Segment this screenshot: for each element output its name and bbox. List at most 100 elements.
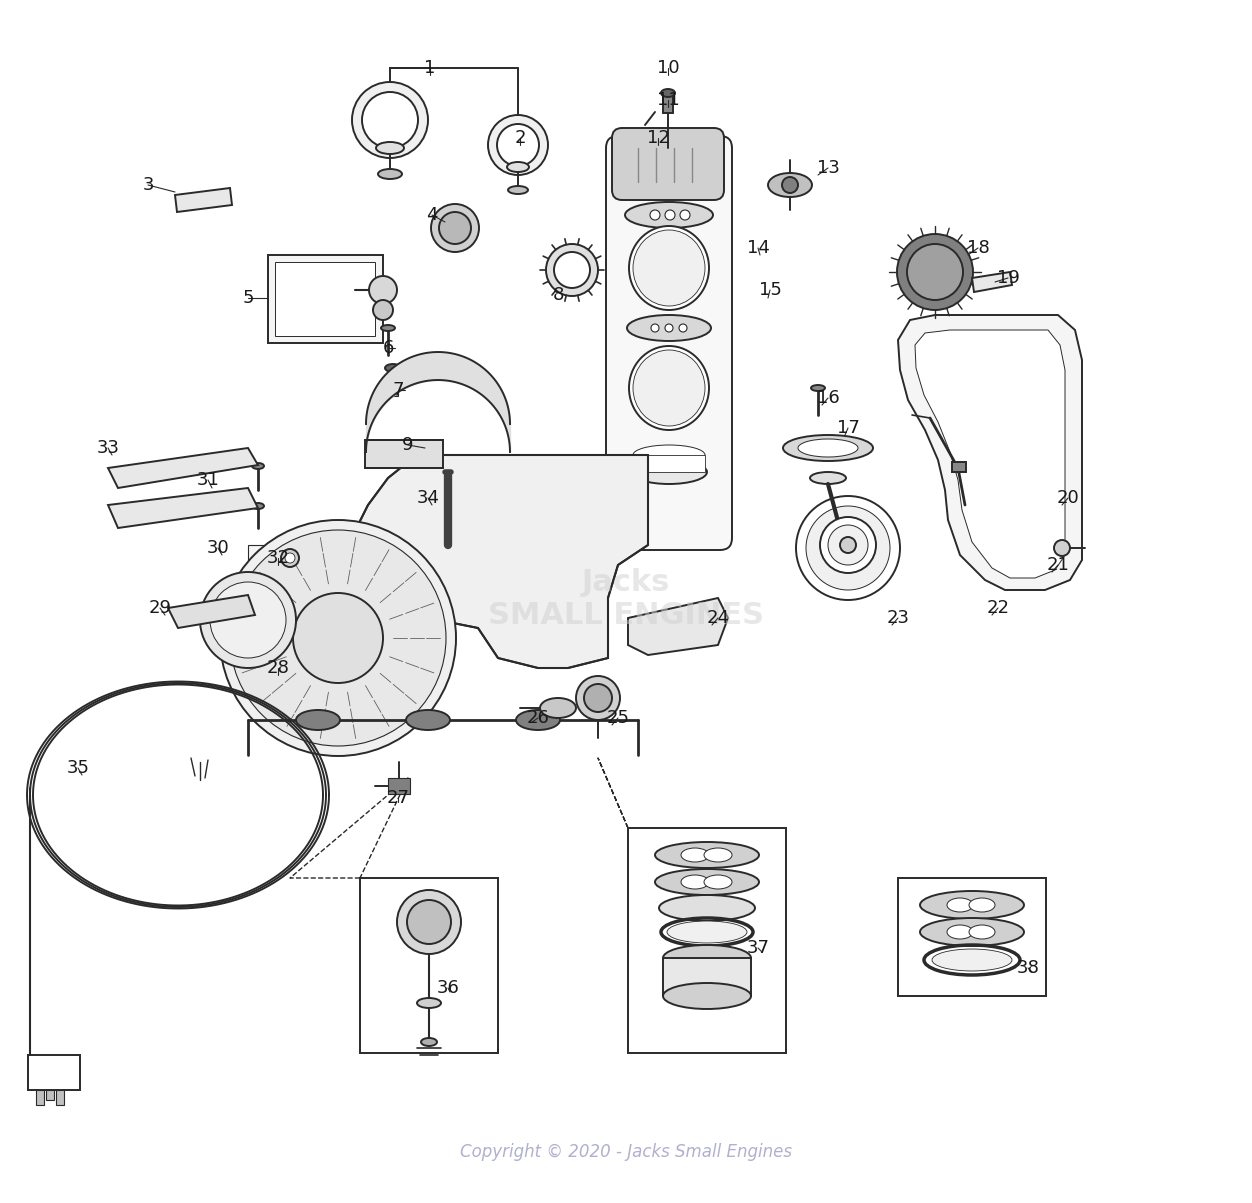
Bar xyxy=(248,545,396,713)
Text: 22: 22 xyxy=(987,599,1009,617)
Bar xyxy=(268,255,383,343)
Circle shape xyxy=(407,900,451,944)
Text: 11: 11 xyxy=(656,91,680,109)
Text: 4: 4 xyxy=(426,206,438,224)
Ellipse shape xyxy=(969,925,995,940)
Bar xyxy=(388,368,398,396)
Circle shape xyxy=(230,531,446,746)
Ellipse shape xyxy=(667,921,747,943)
Text: 9: 9 xyxy=(402,435,413,454)
Circle shape xyxy=(431,205,480,251)
Text: 13: 13 xyxy=(816,159,839,177)
Text: 14: 14 xyxy=(746,239,770,257)
Bar xyxy=(664,958,751,996)
Text: 29: 29 xyxy=(149,599,172,617)
Ellipse shape xyxy=(508,186,528,194)
Ellipse shape xyxy=(920,918,1024,946)
Bar xyxy=(664,95,674,113)
FancyBboxPatch shape xyxy=(612,128,724,200)
Bar xyxy=(56,1090,64,1106)
Ellipse shape xyxy=(634,230,705,306)
Bar xyxy=(388,778,409,794)
Circle shape xyxy=(546,244,598,296)
Circle shape xyxy=(806,506,890,589)
Polygon shape xyxy=(898,315,1082,589)
Ellipse shape xyxy=(631,460,707,484)
Circle shape xyxy=(362,91,418,148)
Circle shape xyxy=(828,525,868,565)
Text: 38: 38 xyxy=(1017,959,1039,977)
Ellipse shape xyxy=(295,710,341,730)
Ellipse shape xyxy=(417,998,441,1008)
Text: 18: 18 xyxy=(967,239,989,257)
Text: 10: 10 xyxy=(657,59,680,77)
Ellipse shape xyxy=(681,848,709,863)
Ellipse shape xyxy=(376,142,404,154)
Ellipse shape xyxy=(634,445,705,466)
Ellipse shape xyxy=(920,891,1024,919)
Circle shape xyxy=(439,212,471,244)
Polygon shape xyxy=(175,188,232,212)
Polygon shape xyxy=(168,595,255,628)
Ellipse shape xyxy=(947,897,973,912)
Ellipse shape xyxy=(252,503,264,509)
Circle shape xyxy=(650,211,660,220)
Ellipse shape xyxy=(655,842,759,869)
Text: 8: 8 xyxy=(552,286,563,304)
Circle shape xyxy=(906,244,963,300)
Ellipse shape xyxy=(811,385,825,391)
Bar xyxy=(361,878,498,1053)
Circle shape xyxy=(840,537,856,553)
Circle shape xyxy=(651,324,659,332)
Bar xyxy=(275,262,376,336)
Text: 16: 16 xyxy=(816,389,839,407)
Ellipse shape xyxy=(947,925,973,940)
Text: Copyright © 2020 - Jacks Small Engines: Copyright © 2020 - Jacks Small Engines xyxy=(459,1144,793,1161)
Text: 15: 15 xyxy=(759,282,781,300)
Bar xyxy=(649,235,664,257)
Ellipse shape xyxy=(810,472,846,484)
Ellipse shape xyxy=(627,315,711,340)
Circle shape xyxy=(352,82,428,158)
Text: 21: 21 xyxy=(1047,556,1069,574)
Ellipse shape xyxy=(782,435,873,461)
Circle shape xyxy=(782,177,798,192)
Bar xyxy=(36,1090,44,1106)
Text: 25: 25 xyxy=(606,709,630,727)
Text: 20: 20 xyxy=(1057,488,1079,506)
Circle shape xyxy=(553,251,590,288)
Ellipse shape xyxy=(704,848,732,863)
Text: 34: 34 xyxy=(417,488,439,506)
Circle shape xyxy=(665,211,675,220)
Ellipse shape xyxy=(406,710,449,730)
Bar xyxy=(952,462,967,472)
Text: 17: 17 xyxy=(836,419,859,437)
Ellipse shape xyxy=(664,946,751,971)
Bar xyxy=(46,1090,54,1100)
Circle shape xyxy=(220,520,456,755)
Text: 37: 37 xyxy=(746,940,770,958)
Circle shape xyxy=(680,211,690,220)
Text: 35: 35 xyxy=(66,759,89,777)
Circle shape xyxy=(896,235,973,310)
Text: 23: 23 xyxy=(886,609,909,627)
Ellipse shape xyxy=(516,710,560,730)
Text: 30: 30 xyxy=(207,539,229,557)
Ellipse shape xyxy=(629,226,709,310)
Text: Jacks
SMALL ENGINES: Jacks SMALL ENGINES xyxy=(488,568,764,630)
Ellipse shape xyxy=(421,1038,437,1045)
Ellipse shape xyxy=(664,983,751,1009)
Text: 12: 12 xyxy=(646,129,670,147)
Polygon shape xyxy=(108,448,258,488)
Circle shape xyxy=(397,890,461,954)
Text: 5: 5 xyxy=(242,289,254,307)
Circle shape xyxy=(280,549,299,567)
Text: 19: 19 xyxy=(997,269,1019,288)
Ellipse shape xyxy=(931,949,1012,971)
Text: 6: 6 xyxy=(382,339,393,357)
Ellipse shape xyxy=(381,325,394,331)
Circle shape xyxy=(1054,540,1070,556)
Ellipse shape xyxy=(378,168,402,179)
Text: 27: 27 xyxy=(387,789,409,807)
Circle shape xyxy=(576,676,620,721)
